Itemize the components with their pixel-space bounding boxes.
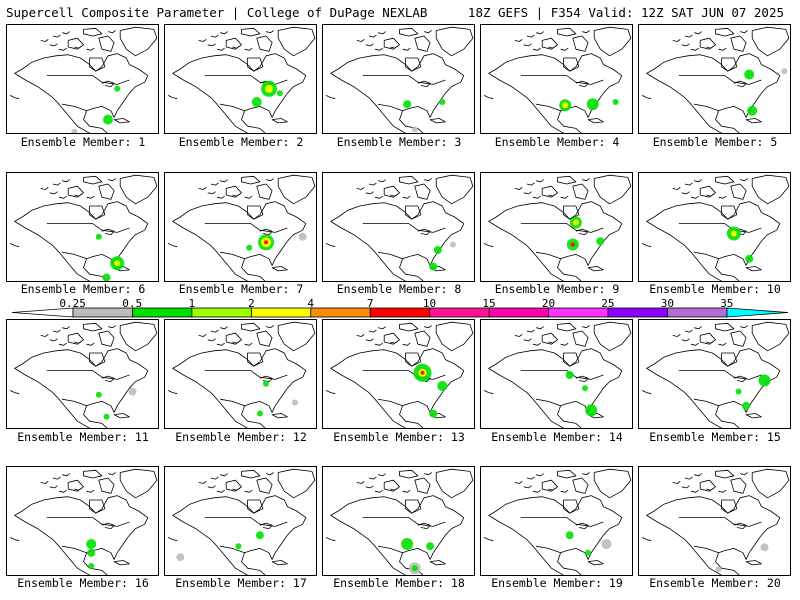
colorbar [11,307,789,318]
ensemble-member-map [480,466,633,576]
ensemble-member-label: Ensemble Member: 12 [175,430,307,444]
ensemble-member-label: Ensemble Member: 9 [494,282,620,296]
ensemble-member-map [638,319,791,429]
colorbar-segment [607,307,668,318]
colorbar-tick-label: 0.25 [59,297,86,310]
colorbar-segment [429,307,490,318]
map-title: Supercell Composite Parameter | College … [6,5,428,20]
ensemble-member-label: Ensemble Member: 19 [491,576,623,590]
ensemble-member-label: Ensemble Member: 13 [333,430,465,444]
colorbar-segment [667,307,728,318]
ensemble-member-map [322,24,475,134]
ensemble-member-label: Ensemble Member: 17 [175,576,307,590]
ensemble-member-map [638,466,791,576]
colorbar-segment [250,307,312,318]
ensemble-member-map [6,466,159,576]
ensemble-member-label: Ensemble Member: 18 [333,576,465,590]
ensemble-member-map [480,172,633,282]
ensemble-member-label: Ensemble Member: 6 [20,282,146,296]
ensemble-member-label: Ensemble Member: 10 [649,282,781,296]
ensemble-member-map [322,172,475,282]
colorbar-segment [548,307,609,318]
ensemble-member-map [164,24,317,134]
ensemble-member-label: Ensemble Member: 16 [17,576,149,590]
colorbar-tick-label: 20 [541,297,556,310]
ensemble-member-label: Ensemble Member: 14 [491,430,623,444]
ensemble-member-map [322,466,475,576]
colorbar-tick-label: 30 [660,297,674,310]
colorbar-tick-label: 7 [366,297,374,310]
colorbar-segment [191,307,252,318]
ensemble-member-label: Ensemble Member: 1 [20,135,146,149]
colorbar-tick-label: 0.5 [122,297,143,310]
ensemble-member-map [6,172,159,282]
ensemble-member-label: Ensemble Member: 8 [336,282,462,296]
ensemble-member-label: Ensemble Member: 3 [336,135,462,149]
ensemble-member-map [6,24,159,134]
ensemble-member-label: Ensemble Member: 11 [17,430,149,444]
colorbar-upper-arrow [726,307,789,318]
run-valid-time: 18Z GEFS | F354 Valid: 12Z SAT JUN 07 20… [467,5,784,20]
colorbar-tick-label: 35 [720,297,734,310]
ensemble-member-label: Ensemble Member: 5 [652,135,778,149]
colorbar-tick-label: 4 [307,297,315,310]
ensemble-member-map [480,24,633,134]
ensemble-member-map [164,466,317,576]
ensemble-member-map [164,319,317,429]
ensemble-member-label: Ensemble Member: 7 [178,282,304,296]
ensemble-member-label: Ensemble Member: 20 [649,576,781,590]
colorbar-segment [369,307,431,318]
colorbar-tick-label: 2 [247,297,255,310]
ensemble-member-map [164,172,317,282]
colorbar-tick-label: 10 [422,297,437,310]
ensemble-member-label: Ensemble Member: 15 [649,430,781,444]
ensemble-member-label: Ensemble Member: 2 [178,135,304,149]
ensemble-member-map [480,319,633,429]
ensemble-member-map [638,24,791,134]
ensemble-member-map [638,172,791,282]
ensemble-member-label: Ensemble Member: 4 [494,135,620,149]
colorbar-segment [310,307,371,318]
ensemble-member-map [322,319,475,429]
colorbar-tick-label: 1 [188,297,196,310]
colorbar-tick-label: 15 [482,297,496,310]
ensemble-member-map [6,319,159,429]
colorbar-tick-label: 25 [601,297,615,310]
colorbar-segment [488,307,550,318]
